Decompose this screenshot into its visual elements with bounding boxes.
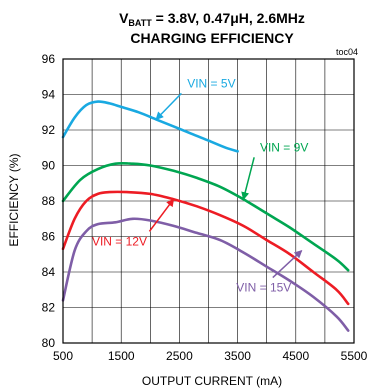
chart-title-line2: CHARGING EFFICIENCY (130, 30, 294, 46)
x-axis-label: OUTPUT CURRENT (mA) (142, 374, 282, 388)
y-tick-label: 90 (42, 159, 56, 173)
plot-frame (62, 58, 355, 344)
series-label-3: VIN = 15V (236, 281, 291, 295)
series-line-0 (61, 100, 239, 153)
x-tick-label: 5500 (341, 349, 368, 363)
y-tick-label: 92 (42, 123, 56, 137)
y-axis-label: EFFICIENCY (%) (7, 153, 21, 246)
x-tick-label: 4500 (282, 349, 309, 363)
x-tick-label: 1500 (108, 349, 135, 363)
series-arrow-1 (241, 157, 255, 201)
y-tick-label: 86 (42, 230, 56, 244)
series-line-1 (61, 161, 350, 272)
y-tick-label: 96 (42, 52, 56, 66)
x-tick-labels: 500 1500 2500 3500 4500 5500 (53, 349, 368, 363)
figure-id: toc04 (336, 47, 358, 57)
y-tick-label: 84 (42, 265, 56, 279)
series-arrow-3 (272, 250, 303, 279)
series-arrow-2 (148, 198, 175, 232)
x-tick-label: 500 (53, 349, 73, 363)
chart-title-subscript: BATT (128, 18, 152, 28)
series-lines (61, 100, 350, 332)
series-label-1: VIN = 9V (260, 140, 308, 154)
series-label-2: VIN = 12V (92, 234, 147, 248)
series-arrow-0 (155, 92, 182, 121)
chart-title: VBATT = 3.8V, 0.47μH, 2.6MHz (119, 10, 305, 28)
chart-title-rest: = 3.8V, 0.47μH, 2.6MHz (152, 10, 305, 26)
y-tick-label: 88 (42, 194, 56, 208)
series-labels: VIN = 5V VIN = 9V VIN = 12V VIN = 15V (92, 76, 308, 294)
x-tick-label: 2500 (166, 349, 193, 363)
chart-title-main: V (119, 10, 129, 26)
y-tick-labels: 80 82 84 86 88 90 92 94 96 (42, 52, 56, 350)
series-line-3 (61, 217, 350, 332)
y-tick-label: 80 (42, 336, 56, 350)
y-tick-label: 94 (42, 88, 56, 102)
series-label-0: VIN = 5V (187, 76, 235, 90)
series-line-2 (61, 190, 350, 306)
y-tick-label: 82 (42, 301, 56, 315)
x-tick-label: 3500 (224, 349, 251, 363)
